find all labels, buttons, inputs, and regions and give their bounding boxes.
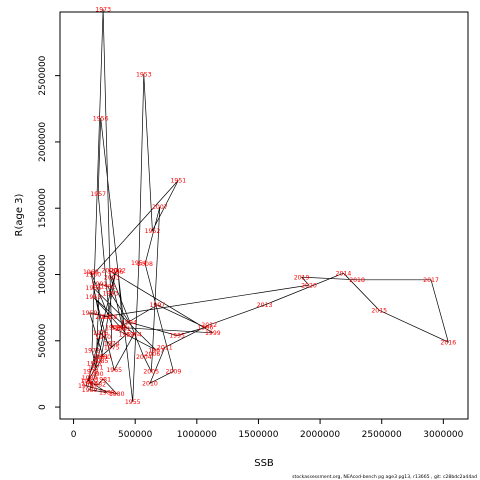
- point-label-2003: 2003: [104, 274, 120, 281]
- point-label-1953: 1953: [136, 72, 152, 79]
- point-label-2000: 2000: [101, 268, 117, 275]
- point-label-1970: 1970: [95, 334, 111, 341]
- point-label-1973: 1973: [95, 7, 111, 14]
- point-label-1967: 1967: [148, 347, 164, 354]
- point-label-1984: 1984: [82, 375, 98, 382]
- point-label-1971: 1971: [88, 364, 104, 371]
- point-label-1994: 1994: [121, 319, 137, 326]
- y-tick-label: 0: [38, 404, 48, 410]
- point-label-2014: 2014: [336, 270, 352, 277]
- point-label-1999: 1999: [205, 330, 221, 337]
- point-label-1993: 1993: [103, 290, 119, 297]
- point-labels: 1950 1951 1952 1953 1954 1955 1956 1957 19581959…: [78, 7, 456, 406]
- x-tick-label: 2000000: [300, 430, 340, 440]
- point-label-1995: 1995: [169, 333, 185, 340]
- point-label-1950: 1950: [85, 272, 101, 279]
- point-label-1968: 1968: [105, 325, 121, 332]
- point-label-1987: 1987: [80, 378, 96, 385]
- point-label-1960: 1960: [95, 354, 111, 361]
- x-tick-label: 0: [71, 430, 77, 440]
- point-label-2019: 2019: [294, 274, 310, 281]
- point-label-1969: 1969: [83, 269, 99, 276]
- x-tick-label: 3000000: [423, 430, 463, 440]
- point-label-1997: 1997: [150, 302, 166, 309]
- point-label-1964: 1964: [126, 331, 142, 338]
- point-label-1988: 1988: [99, 390, 115, 397]
- x-axis-title: SSB: [254, 458, 274, 469]
- point-label-1976: 1976: [93, 330, 109, 337]
- point-label-1980: 1980: [109, 391, 125, 398]
- point-label-1996: 1996: [198, 325, 214, 332]
- point-label-2001: 2001: [115, 326, 131, 333]
- point-label-1982: 1982: [90, 382, 106, 389]
- point-label-1991: 1991: [92, 281, 108, 288]
- point-label-2021: 2021: [95, 314, 111, 321]
- point-label-2006: 2006: [145, 351, 161, 358]
- point-label-1955: 1955: [125, 399, 141, 406]
- point-label-1989: 1989: [82, 387, 98, 394]
- point-label-1958: 1958: [101, 314, 117, 321]
- point-label-1972: 1972: [84, 347, 100, 354]
- plot-frame: [59, 11, 469, 420]
- x-tick-label: 2500000: [362, 430, 402, 440]
- point-label-2017: 2017: [423, 277, 439, 284]
- x-axis: 0 500000 1000000 1500000 2000000 2500000 30000…: [71, 419, 464, 440]
- footnote: stockassessment.org, NEAcod-bench pg age…: [292, 474, 477, 480]
- point-label-1966: 1966: [85, 285, 101, 292]
- x-tick-label: 500000: [118, 430, 153, 440]
- point-label-2004: 2004: [136, 354, 152, 361]
- y-tick-label: 500000: [38, 323, 48, 358]
- point-label-2010: 2010: [142, 380, 158, 387]
- point-label-2018: 2018: [349, 277, 365, 284]
- y-tick-label: 1000000: [38, 254, 48, 294]
- point-label-1959: 1959: [82, 310, 98, 317]
- y-tick-label: 2000000: [38, 122, 48, 162]
- point-label-1961: 1961: [93, 354, 109, 361]
- point-label-2011: 2011: [157, 345, 173, 352]
- point-label-1983: 1983: [82, 380, 98, 387]
- point-label-1956: 1956: [93, 115, 109, 122]
- point-label-1986: 1986: [108, 269, 124, 276]
- point-label-1954: 1954: [131, 260, 147, 267]
- point-label-1974: 1974: [104, 341, 120, 348]
- y-tick-label: 1500000: [38, 188, 48, 228]
- point-label-1975: 1975: [104, 345, 120, 352]
- series-line: [85, 9, 449, 402]
- point-label-1998: 1998: [111, 325, 127, 332]
- point-label-2005: 2005: [143, 368, 159, 375]
- point-label-1981: 1981: [95, 376, 111, 383]
- point-label-1978: 1978: [83, 368, 99, 375]
- point-label-1979: 1979: [78, 383, 94, 390]
- point-label-2020: 2020: [301, 282, 317, 289]
- point-label-2016: 2016: [440, 339, 456, 346]
- x-tick-label: 1000000: [177, 430, 217, 440]
- point-label-1992: 1992: [100, 284, 116, 291]
- point-label-2002: 2002: [110, 268, 126, 275]
- point-label-2012: 2012: [201, 322, 217, 329]
- point-label-1977: 1977: [87, 361, 103, 368]
- point-label-1952: 1952: [145, 228, 161, 235]
- point-label-2013: 2013: [257, 302, 273, 309]
- y-axis-title: R(age 3): [14, 193, 25, 236]
- point-label-1962: 1962: [119, 331, 135, 338]
- point-label-2007: 2007: [152, 204, 168, 211]
- point-label-1990: 1990: [88, 371, 104, 378]
- x-tick-label: 1500000: [238, 430, 278, 440]
- point-label-1963: 1963: [85, 294, 101, 301]
- point-label-1985: 1985: [93, 358, 109, 365]
- point-label-1965: 1965: [106, 367, 122, 374]
- point-label-2009: 2009: [166, 368, 182, 375]
- y-axis: 0 500000 1000000 1500000 2000000 2500000: [38, 55, 60, 410]
- point-label-1951: 1951: [170, 178, 186, 185]
- point-label-2015: 2015: [371, 307, 387, 314]
- point-label-2008: 2008: [137, 261, 153, 268]
- point-label-1957: 1957: [90, 191, 106, 198]
- y-tick-label: 2500000: [38, 55, 48, 95]
